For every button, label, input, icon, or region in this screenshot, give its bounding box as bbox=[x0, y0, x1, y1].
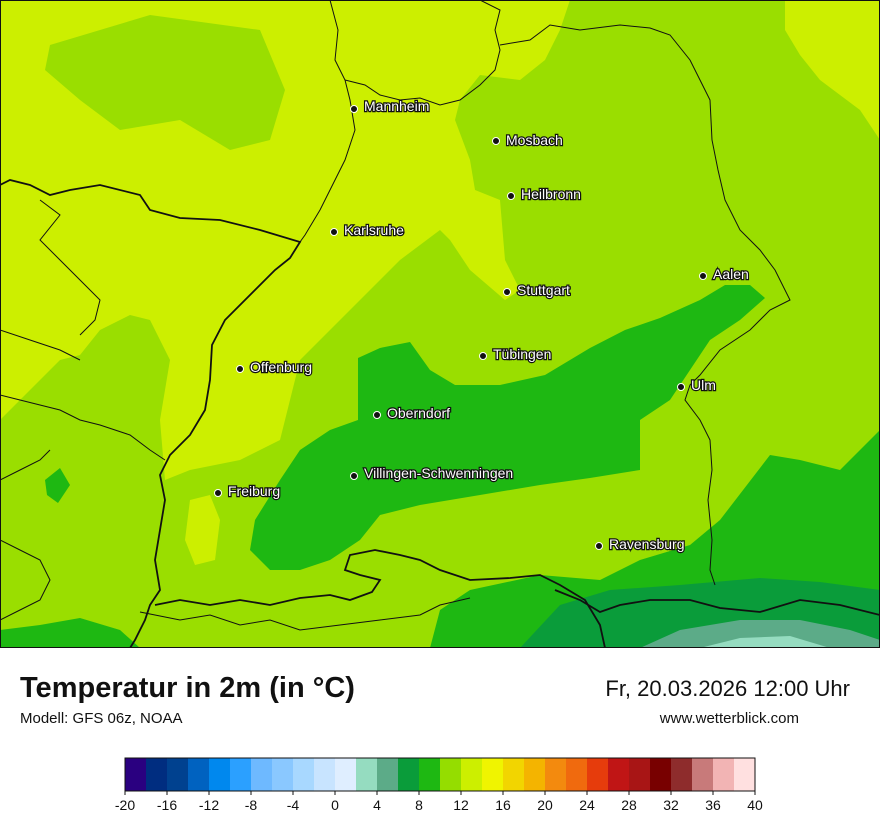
city-dot bbox=[214, 489, 222, 497]
legend-swatch bbox=[629, 758, 651, 791]
city-oberndorf: Oberndorf bbox=[373, 404, 451, 422]
city-dot bbox=[503, 288, 511, 296]
city-stuttgart: Stuttgart bbox=[503, 281, 571, 299]
color-legend: -20 -16 -12 -8 -4 0 4 8 12 16 20 24 28 32 36 40 bbox=[0, 755, 880, 825]
legend-tick-label: 20 bbox=[537, 797, 553, 813]
legend-tick-label: -12 bbox=[199, 797, 219, 813]
legend-swatch bbox=[440, 758, 462, 791]
city-dot bbox=[350, 105, 358, 113]
legend-swatch bbox=[608, 758, 630, 791]
legend-tick-label: 8 bbox=[415, 797, 423, 813]
map-title: Temperatur in 2m (in °C) bbox=[20, 672, 355, 704]
legend-swatch bbox=[650, 758, 672, 791]
city-ulm: Ulm bbox=[677, 376, 717, 394]
city-dot bbox=[699, 272, 707, 280]
website-credit: www.wetterblick.com bbox=[659, 710, 799, 727]
city-aalen: Aalen bbox=[699, 265, 750, 283]
city-label: Ravensburg bbox=[609, 536, 685, 552]
legend-swatch bbox=[524, 758, 546, 791]
legend-swatch bbox=[293, 758, 315, 791]
legend-swatch bbox=[146, 758, 168, 791]
forecast-datetime: Fr, 20.03.2026 12:00 Uhr bbox=[605, 676, 850, 701]
legend-swatch bbox=[209, 758, 231, 791]
legend-swatch bbox=[377, 758, 399, 791]
city-offenburg: Offenburg bbox=[236, 358, 313, 376]
city-tuebingen: Tübingen bbox=[479, 345, 553, 363]
legend-swatch bbox=[545, 758, 567, 791]
legend-tick-label: 24 bbox=[579, 797, 595, 813]
legend-swatch bbox=[692, 758, 714, 791]
legend-swatch bbox=[335, 758, 357, 791]
legend-tick-label: 32 bbox=[663, 797, 679, 813]
legend-swatch bbox=[587, 758, 609, 791]
temperature-map: Mannheim Mosbach Heilbronn Karlsruhe Aal… bbox=[0, 0, 880, 648]
city-dot bbox=[236, 365, 244, 373]
city-dot bbox=[507, 192, 515, 200]
city-dot bbox=[373, 411, 381, 419]
city-dot bbox=[330, 228, 338, 236]
legend-tick-label: -4 bbox=[287, 797, 300, 813]
city-label: Tübingen bbox=[493, 346, 551, 362]
legend-swatch bbox=[713, 758, 735, 791]
city-markers: Mannheim Mosbach Heilbronn Karlsruhe Aal… bbox=[214, 97, 750, 553]
legend-swatch bbox=[398, 758, 420, 791]
city-mannheim: Mannheim bbox=[350, 97, 431, 115]
city-label: Aalen bbox=[713, 266, 749, 282]
city-dot bbox=[595, 542, 603, 550]
borders-country bbox=[0, 179, 880, 648]
legend-tick-label: -20 bbox=[115, 797, 135, 813]
city-villingen-schwenningen: Villingen-Schwenningen bbox=[350, 464, 514, 482]
city-freiburg: Freiburg bbox=[214, 482, 281, 500]
city-label: Mannheim bbox=[364, 98, 429, 114]
city-karlsruhe: Karlsruhe bbox=[330, 221, 405, 239]
legend-frame bbox=[124, 757, 756, 792]
legend-swatch bbox=[167, 758, 189, 791]
legend-tick-label: 0 bbox=[331, 797, 339, 813]
city-label: Karlsruhe bbox=[344, 222, 404, 238]
legend-tick-label: 40 bbox=[747, 797, 763, 813]
city-label: Mosbach bbox=[506, 132, 563, 148]
legend-swatch bbox=[188, 758, 210, 791]
legend-tick-label: 28 bbox=[621, 797, 637, 813]
borders-state bbox=[0, 0, 791, 631]
legend-swatch bbox=[482, 758, 504, 791]
legend-swatch bbox=[272, 758, 294, 791]
legend-swatch bbox=[251, 758, 273, 791]
city-label: Freiburg bbox=[228, 483, 280, 499]
legend-swatch bbox=[461, 758, 483, 791]
legend-swatch bbox=[314, 758, 336, 791]
legend-swatch bbox=[230, 758, 252, 791]
city-label: Villingen-Schwenningen bbox=[364, 465, 513, 481]
field-4-6 bbox=[700, 636, 830, 648]
legend-tick-label: 4 bbox=[373, 797, 381, 813]
legend-swatch bbox=[671, 758, 693, 791]
city-label: Stuttgart bbox=[517, 282, 570, 298]
legend-tick-label: -16 bbox=[157, 797, 177, 813]
city-heilbronn: Heilbronn bbox=[507, 185, 582, 203]
legend-tick-label: 16 bbox=[495, 797, 511, 813]
legend-swatch bbox=[566, 758, 588, 791]
city-label: Offenburg bbox=[250, 359, 312, 375]
city-dot bbox=[677, 383, 685, 391]
city-mosbach: Mosbach bbox=[492, 131, 564, 149]
legend-swatch bbox=[419, 758, 441, 791]
legend-swatch bbox=[503, 758, 525, 791]
footer bbox=[0, 648, 880, 830]
legend-swatch bbox=[356, 758, 378, 791]
legend-tick-label: 12 bbox=[453, 797, 469, 813]
legend-tick-label: -8 bbox=[245, 797, 258, 813]
legend-swatch bbox=[734, 758, 756, 791]
field-6-8 bbox=[640, 620, 880, 648]
field-12-14-inner bbox=[45, 15, 285, 150]
city-dot bbox=[492, 137, 500, 145]
city-label: Ulm bbox=[691, 377, 716, 393]
city-label: Heilbronn bbox=[521, 186, 581, 202]
city-dot bbox=[350, 472, 358, 480]
city-dot bbox=[479, 352, 487, 360]
legend-swatch bbox=[125, 758, 147, 791]
model-info: Modell: GFS 06z, NOAA bbox=[20, 710, 183, 727]
legend-tick-label: 36 bbox=[705, 797, 721, 813]
city-ravensburg: Ravensburg bbox=[595, 535, 686, 553]
city-label: Oberndorf bbox=[387, 405, 450, 421]
